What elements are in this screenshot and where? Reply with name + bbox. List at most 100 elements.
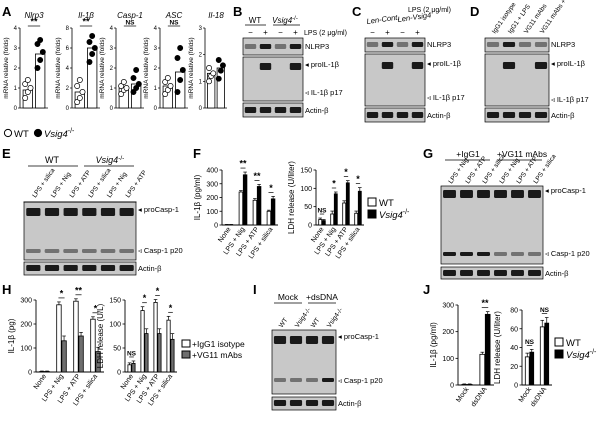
group-label-cont: Len-Cont. bbox=[366, 12, 400, 25]
y-tick-label: 0 bbox=[199, 106, 203, 112]
y-tick-label: 4 bbox=[154, 26, 158, 32]
blot-band bbox=[306, 378, 318, 382]
group-label-ko: Vsig4-/- bbox=[272, 16, 298, 25]
legend-wt-label: WT bbox=[14, 129, 29, 140]
chart-title: Casp-1 bbox=[117, 11, 143, 20]
sig-label: ** bbox=[253, 171, 261, 181]
data-point bbox=[206, 65, 213, 71]
chart-a-1: Nlrp3 mRNA relative (folds) 0 1 2 3 4 ** bbox=[3, 11, 48, 112]
bar-0 bbox=[252, 199, 258, 226]
sig-label: * bbox=[332, 179, 336, 189]
blot-band bbox=[244, 44, 257, 49]
lps-sign: − bbox=[400, 28, 405, 37]
y-tick-label: 0 bbox=[117, 370, 121, 377]
y-axis-label: LDH release (U/liter) bbox=[493, 311, 502, 384]
blot-strip bbox=[364, 107, 426, 123]
data-point bbox=[133, 85, 140, 91]
sig-label: * bbox=[94, 303, 98, 313]
bar-ko bbox=[35, 53, 46, 109]
data-point bbox=[74, 83, 81, 89]
bar-ko bbox=[87, 47, 98, 109]
blot-band bbox=[274, 378, 286, 382]
y-tick-label: 4 bbox=[110, 26, 114, 32]
sig-label: * bbox=[143, 293, 147, 303]
band-label: Actin-β bbox=[138, 264, 162, 273]
blot-band bbox=[289, 400, 303, 406]
blot-band bbox=[528, 190, 541, 198]
blot-band bbox=[411, 112, 424, 118]
sig-label: * bbox=[269, 183, 273, 193]
y-tick-label: 2 bbox=[154, 66, 158, 72]
blot-band bbox=[486, 112, 500, 118]
y-tick-label: 150 bbox=[300, 168, 312, 175]
blot-band bbox=[460, 270, 473, 276]
blot-band bbox=[274, 44, 287, 49]
sig-label: NS bbox=[540, 307, 550, 314]
blot-band bbox=[396, 42, 409, 47]
bar-1 bbox=[544, 322, 550, 386]
y-tick-label: 40 bbox=[510, 345, 518, 352]
blot-band bbox=[486, 42, 500, 47]
legend-panel-h: +IgG1 isotype +VG11 mAbs bbox=[181, 339, 245, 360]
blot-band bbox=[26, 249, 41, 253]
blot-band bbox=[44, 249, 60, 253]
blot-band bbox=[321, 336, 335, 344]
band-label: ◃ IL-1β p17 bbox=[427, 93, 465, 102]
band-label: NLRP3 bbox=[305, 42, 329, 51]
y-tick-label: 20 bbox=[510, 364, 518, 371]
blot-band bbox=[502, 62, 516, 69]
sig-label: * bbox=[60, 288, 64, 298]
blot-band bbox=[119, 265, 134, 271]
band-label: ◂ proCasp-1 bbox=[338, 332, 379, 341]
data-point bbox=[177, 77, 184, 83]
data-point bbox=[130, 89, 137, 95]
y-tick-label: 3 bbox=[199, 26, 203, 32]
blot-band bbox=[100, 249, 116, 253]
bar-1 bbox=[144, 333, 149, 373]
y-tick-label: 0 bbox=[308, 223, 312, 230]
blot-band bbox=[494, 252, 507, 256]
blot-band bbox=[528, 252, 541, 256]
data-point bbox=[24, 89, 31, 95]
y-axis-label: mRNA relative (folds) bbox=[143, 37, 150, 98]
panel-label-d: D bbox=[470, 4, 479, 19]
bar-0 bbox=[56, 304, 62, 373]
bar-1 bbox=[242, 174, 248, 226]
blot-band bbox=[511, 252, 524, 256]
blot-band bbox=[534, 42, 548, 47]
blot-band bbox=[119, 208, 134, 216]
blot-band bbox=[460, 252, 473, 256]
y-tick-label: 50 bbox=[304, 204, 312, 211]
panel-label-i: I bbox=[253, 282, 257, 297]
y-axis-label: IL-1β (pg) bbox=[7, 318, 16, 353]
x-tick-label: dsDNA bbox=[470, 386, 489, 408]
lps-sign: − bbox=[370, 28, 375, 37]
blot-band bbox=[289, 44, 302, 49]
band-label: NLRP3 bbox=[551, 40, 575, 49]
blot-band bbox=[244, 107, 257, 113]
y-axis-label: IL-1β (pg/ml) bbox=[193, 174, 202, 220]
y-axis-label: LDH release (U/L) bbox=[96, 303, 105, 368]
sig-label: NS bbox=[127, 350, 137, 357]
blot-panel-b: WT Vsig4-/- − + − + LPS (2 μg/ml) NLRP3 ◂ proIL-… bbox=[242, 16, 347, 118]
legend-wt-label: WT bbox=[379, 198, 394, 209]
band-label: ◃ Casp-1 p20 bbox=[138, 246, 183, 255]
blot-band bbox=[534, 112, 548, 118]
data-point bbox=[37, 57, 44, 63]
bar-0 bbox=[73, 300, 79, 373]
legend-igg-swatch bbox=[181, 339, 191, 348]
y-axis-label: LDH release (U/liter) bbox=[287, 161, 296, 234]
y-tick-label: 6 bbox=[66, 46, 70, 52]
data-point bbox=[120, 79, 127, 85]
data-point bbox=[79, 89, 86, 95]
y-tick-label: 1 bbox=[154, 86, 158, 92]
blot-band bbox=[381, 42, 394, 47]
data-point bbox=[89, 33, 96, 39]
group-label-wt: WT bbox=[249, 16, 262, 25]
group-label-b: +dsDNA bbox=[306, 292, 338, 302]
y-tick-label: 200 bbox=[206, 195, 218, 202]
